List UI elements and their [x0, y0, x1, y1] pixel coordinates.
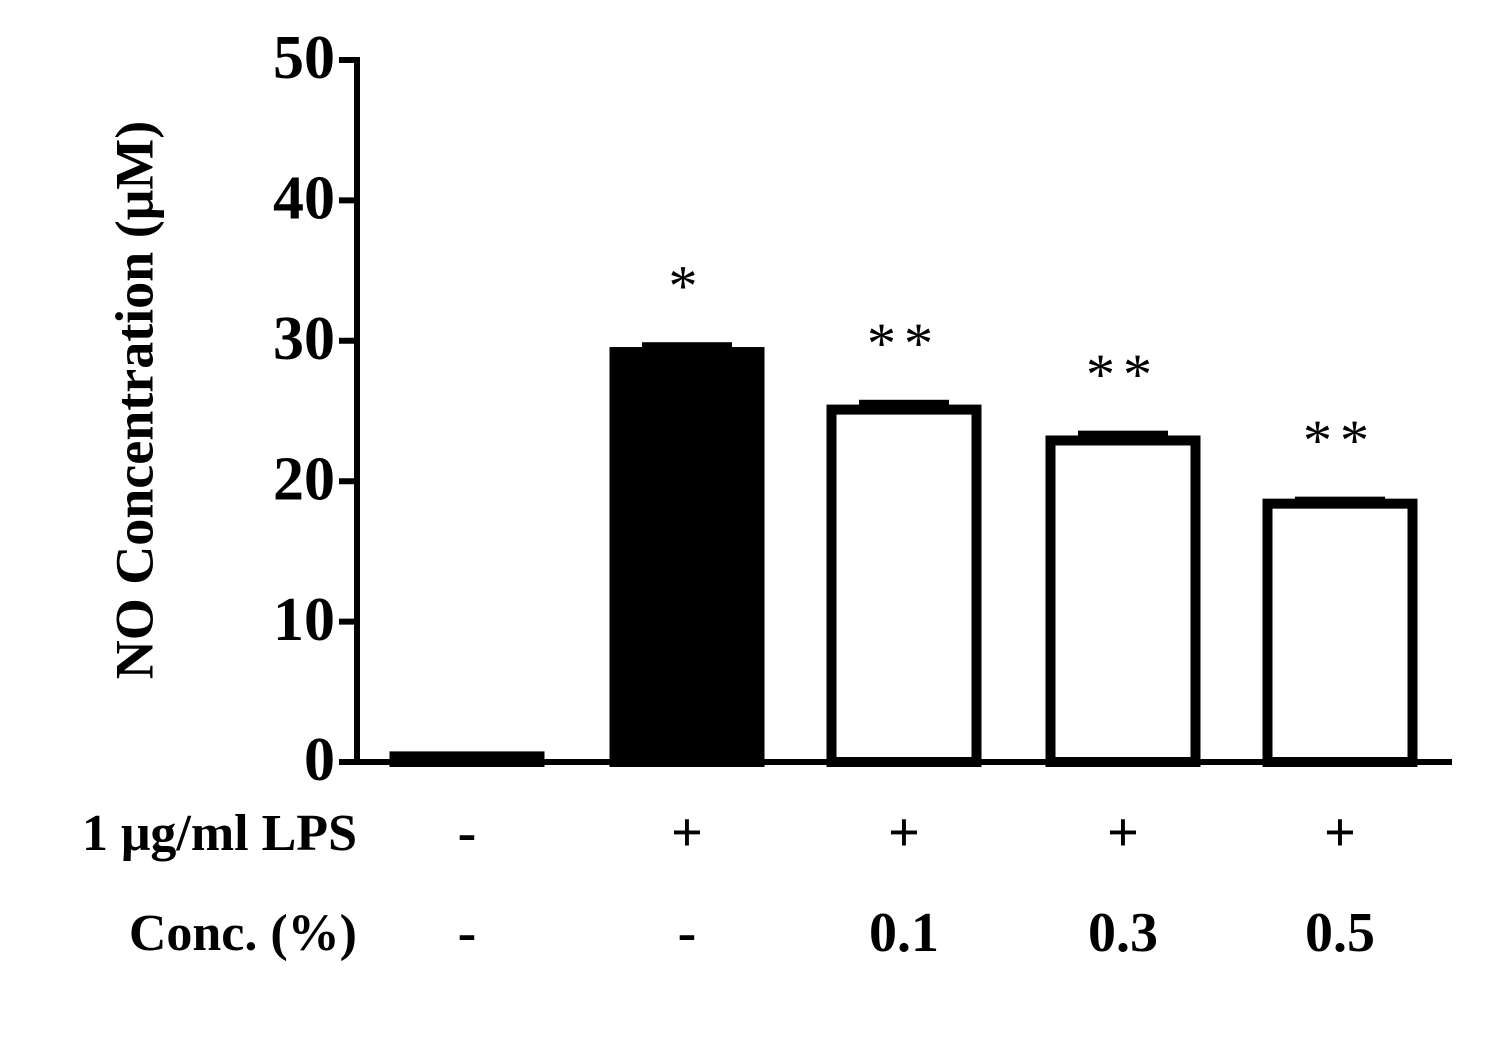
significance-label: *: [669, 254, 706, 319]
x-tick-label: -: [458, 902, 477, 964]
y-tick-label: 0: [304, 726, 335, 794]
row-label: 1 μg/ml LPS: [82, 805, 357, 862]
x-tick-label: +: [671, 802, 703, 864]
significance-label: **: [867, 311, 941, 376]
bar: [609, 347, 765, 767]
bar: [1262, 498, 1418, 767]
x-tick-label: +: [888, 802, 920, 864]
significance-label: **: [1086, 342, 1160, 407]
significance-label: **: [1303, 408, 1377, 473]
x-tick-label: 0.1: [869, 902, 939, 964]
x-tick-label: -: [458, 802, 477, 864]
y-tick-label: 20: [273, 445, 335, 513]
bar: [1045, 435, 1201, 767]
x-tick-label: 0.5: [1305, 902, 1375, 964]
y-tick-label: 50: [273, 24, 335, 92]
x-tick-label: 0.3: [1088, 902, 1158, 964]
x-tick-label: +: [1324, 802, 1356, 864]
y-tick-label: 40: [273, 165, 335, 233]
x-tick-label: -: [678, 902, 697, 964]
bar: [826, 404, 982, 767]
y-tick-label: 30: [273, 305, 335, 373]
row-label: Conc. (%): [129, 905, 357, 962]
y-axis-label: NO Concentration (μM): [104, 121, 164, 680]
y-tick-label: 10: [273, 586, 335, 654]
x-tick-label: +: [1107, 802, 1139, 864]
